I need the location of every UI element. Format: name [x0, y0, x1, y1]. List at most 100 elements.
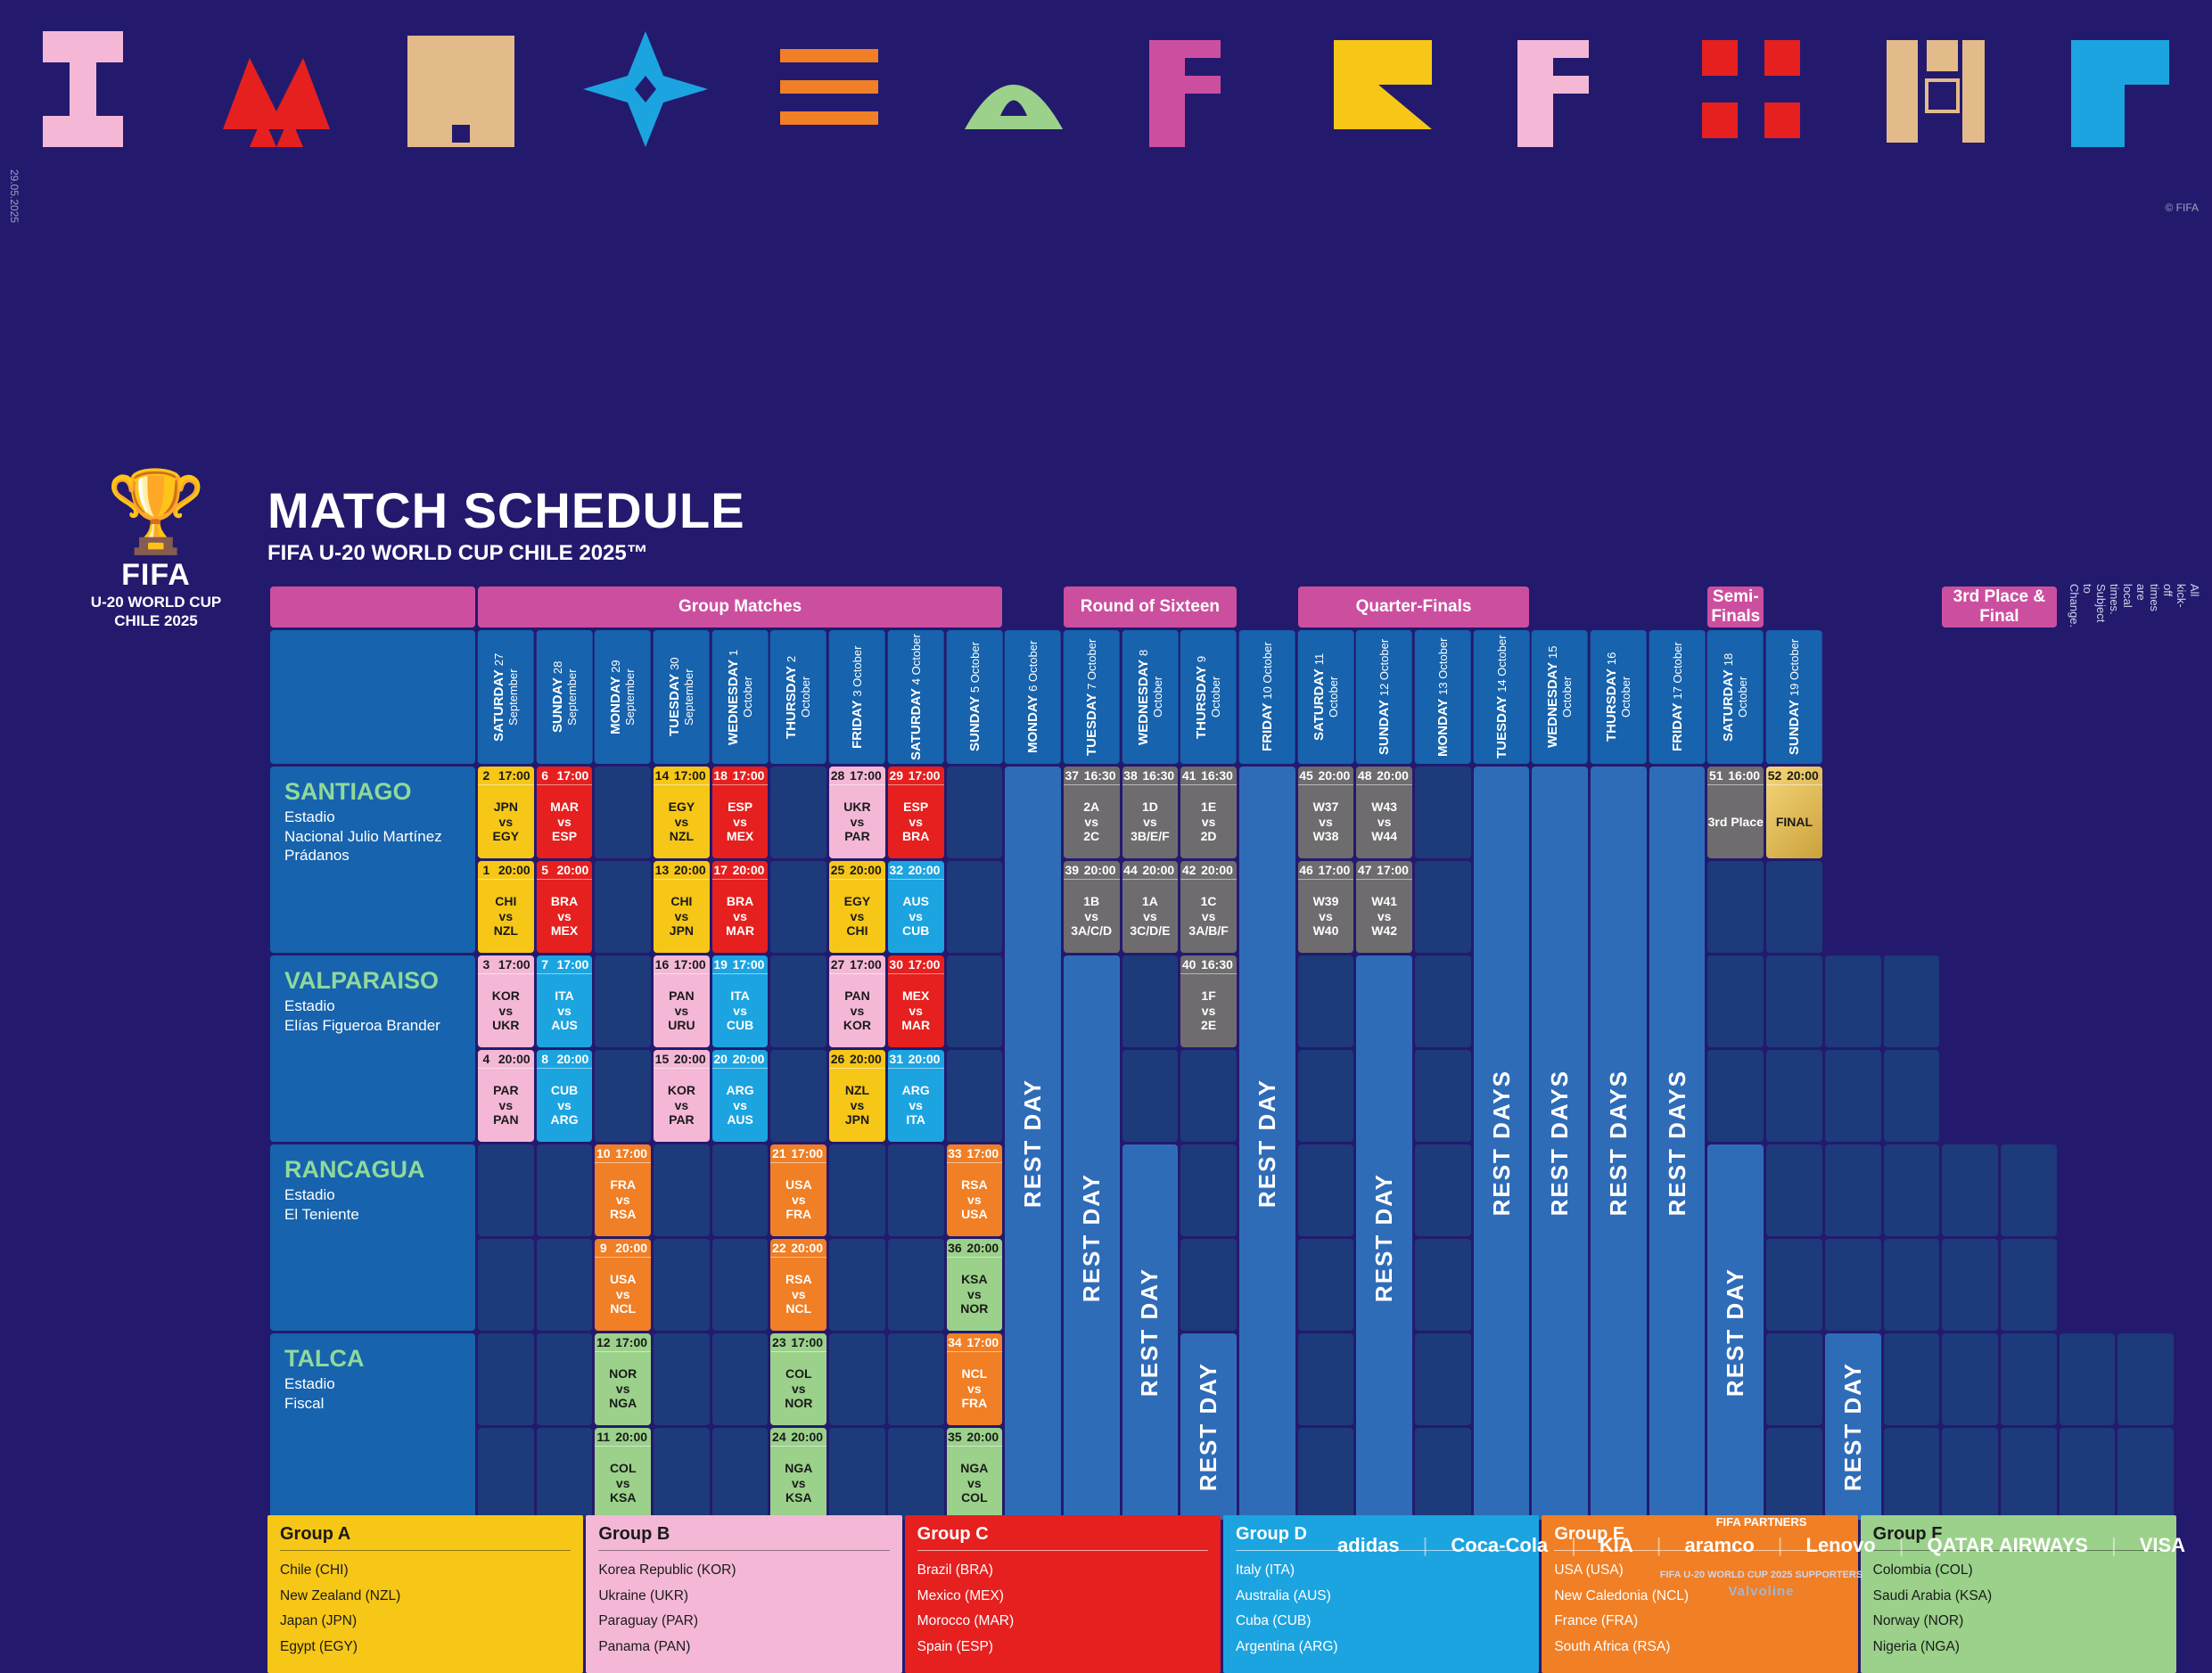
match-cell[interactable] — [654, 1428, 710, 1520]
match-cell[interactable] — [537, 1428, 593, 1520]
match-cell[interactable] — [1298, 1333, 1354, 1425]
match-28[interactable]: 28 17:00 UKR vs PAR — [829, 767, 885, 858]
match-cell[interactable] — [595, 861, 651, 953]
match-15[interactable]: 15 20:00 KOR vs PAR — [654, 1050, 710, 1142]
match-cell[interactable] — [888, 1333, 944, 1425]
match-cell[interactable] — [770, 767, 826, 858]
match-cell[interactable] — [537, 1333, 593, 1425]
match-cell[interactable] — [2060, 1428, 2116, 1520]
match-cell[interactable] — [1884, 1428, 1940, 1520]
match-cell[interactable] — [2001, 1428, 2057, 1520]
match-cell[interactable] — [947, 861, 1003, 953]
match-cell[interactable] — [1415, 1428, 1471, 1520]
match-36[interactable]: 36 20:00 KSA vs NOR — [947, 1239, 1003, 1331]
match-5[interactable]: 5 20:00 BRA vs MEX — [537, 861, 593, 953]
match-cell[interactable] — [1415, 1144, 1471, 1236]
match-cell[interactable] — [1825, 1239, 1881, 1331]
match-cell[interactable] — [654, 1239, 710, 1331]
match-cell[interactable] — [1825, 1144, 1881, 1236]
match-17[interactable]: 17 20:00 BRA vs MAR — [712, 861, 769, 953]
match-cell[interactable] — [829, 1333, 885, 1425]
match-41[interactable]: 41 16:30 1E vs 2D — [1180, 767, 1237, 858]
match-7[interactable]: 7 17:00 ITA vs AUS — [537, 955, 593, 1047]
match-cell[interactable] — [1825, 1050, 1881, 1142]
match-cell[interactable] — [1942, 1428, 1998, 1520]
match-cell[interactable] — [1766, 955, 1822, 1047]
match-13[interactable]: 13 20:00 CHI vs JPN — [654, 861, 710, 953]
match-cell[interactable] — [478, 1144, 534, 1236]
match-cell[interactable] — [1942, 1239, 1998, 1331]
match-33[interactable]: 33 17:00 RSA vs USA — [947, 1144, 1003, 1236]
match-51[interactable]: 51 16:00 3rd Place — [1707, 767, 1764, 858]
match-cell[interactable] — [1766, 1144, 1822, 1236]
match-cell[interactable] — [712, 1333, 769, 1425]
match-cell[interactable] — [770, 1050, 826, 1142]
match-37[interactable]: 37 16:30 2A vs 2C — [1064, 767, 1120, 858]
match-21[interactable]: 21 17:00 USA vs FRA — [770, 1144, 826, 1236]
match-31[interactable]: 31 20:00 ARG vs ITA — [888, 1050, 944, 1142]
match-cell[interactable] — [2060, 1333, 2116, 1425]
match-cell[interactable] — [2001, 1333, 2057, 1425]
match-cell[interactable] — [888, 1428, 944, 1520]
match-cell[interactable] — [1766, 1239, 1822, 1331]
match-cell[interactable] — [1766, 1428, 1822, 1520]
match-18[interactable]: 18 17:00 ESP vs MEX — [712, 767, 769, 858]
match-40[interactable]: 40 16:30 1F vs 2E — [1180, 955, 1237, 1047]
match-cell[interactable] — [537, 1144, 593, 1236]
match-cell[interactable] — [712, 1239, 769, 1331]
match-cell[interactable] — [654, 1144, 710, 1236]
match-39[interactable]: 39 20:00 1B vs 3A/C/D — [1064, 861, 1120, 953]
match-cell[interactable] — [947, 955, 1003, 1047]
match-cell[interactable] — [1766, 861, 1822, 953]
match-52[interactable]: 52 20:00 FINAL — [1766, 767, 1822, 858]
match-cell[interactable] — [1884, 1050, 1940, 1142]
match-35[interactable]: 35 20:00 NGA vs COL — [947, 1428, 1003, 1520]
match-cell[interactable] — [1884, 1144, 1940, 1236]
match-cell[interactable] — [2001, 1144, 2057, 1236]
match-10[interactable]: 10 17:00 FRA vs RSA — [595, 1144, 651, 1236]
match-cell[interactable] — [829, 1428, 885, 1520]
match-cell[interactable] — [1884, 1333, 1940, 1425]
match-46[interactable]: 46 17:00 W39 vs W40 — [1298, 861, 1354, 953]
match-cell[interactable] — [829, 1144, 885, 1236]
match-34[interactable]: 34 17:00 NCL vs FRA — [947, 1333, 1003, 1425]
match-cell[interactable] — [1180, 1239, 1237, 1331]
match-25[interactable]: 25 20:00 EGY vs CHI — [829, 861, 885, 953]
match-cell[interactable] — [1180, 1144, 1237, 1236]
match-cell[interactable] — [947, 1050, 1003, 1142]
match-27[interactable]: 27 17:00 PAN vs KOR — [829, 955, 885, 1047]
match-cell[interactable] — [595, 1050, 651, 1142]
match-16[interactable]: 16 17:00 PAN vs URU — [654, 955, 710, 1047]
match-cell[interactable] — [947, 767, 1003, 858]
match-26[interactable]: 26 20:00 NZL vs JPN — [829, 1050, 885, 1142]
match-cell[interactable] — [1415, 1050, 1471, 1142]
match-cell[interactable] — [537, 1239, 593, 1331]
match-48[interactable]: 48 20:00 W43 vs W44 — [1356, 767, 1412, 858]
match-cell[interactable] — [654, 1333, 710, 1425]
match-cell[interactable] — [2117, 1428, 2174, 1520]
match-cell[interactable] — [1180, 1050, 1237, 1142]
match-24[interactable]: 24 20:00 NGA vs KSA — [770, 1428, 826, 1520]
match-38[interactable]: 38 16:30 1D vs 3B/E/F — [1122, 767, 1179, 858]
match-cell[interactable] — [1298, 955, 1354, 1047]
match-cell[interactable] — [1707, 955, 1764, 1047]
match-2[interactable]: 2 17:00 JPN vs EGY — [478, 767, 534, 858]
match-14[interactable]: 14 17:00 EGY vs NZL — [654, 767, 710, 858]
match-cell[interactable] — [1766, 1333, 1822, 1425]
match-cell[interactable] — [770, 861, 826, 953]
match-20[interactable]: 20 20:00 ARG vs AUS — [712, 1050, 769, 1142]
match-cell[interactable] — [770, 955, 826, 1047]
match-cell[interactable] — [1415, 1239, 1471, 1331]
match-cell[interactable] — [1415, 955, 1471, 1047]
match-44[interactable]: 44 20:00 1A vs 3C/D/E — [1122, 861, 1179, 953]
match-cell[interactable] — [1825, 955, 1881, 1047]
match-42[interactable]: 42 20:00 1C vs 3A/B/F — [1180, 861, 1237, 953]
match-cell[interactable] — [1122, 955, 1179, 1047]
match-cell[interactable] — [1707, 861, 1764, 953]
match-cell[interactable] — [712, 1428, 769, 1520]
match-cell[interactable] — [1298, 1144, 1354, 1236]
match-30[interactable]: 30 17:00 MEX vs MAR — [888, 955, 944, 1047]
match-47[interactable]: 47 17:00 W41 vs W42 — [1356, 861, 1412, 953]
match-cell[interactable] — [478, 1239, 534, 1331]
match-cell[interactable] — [595, 955, 651, 1047]
